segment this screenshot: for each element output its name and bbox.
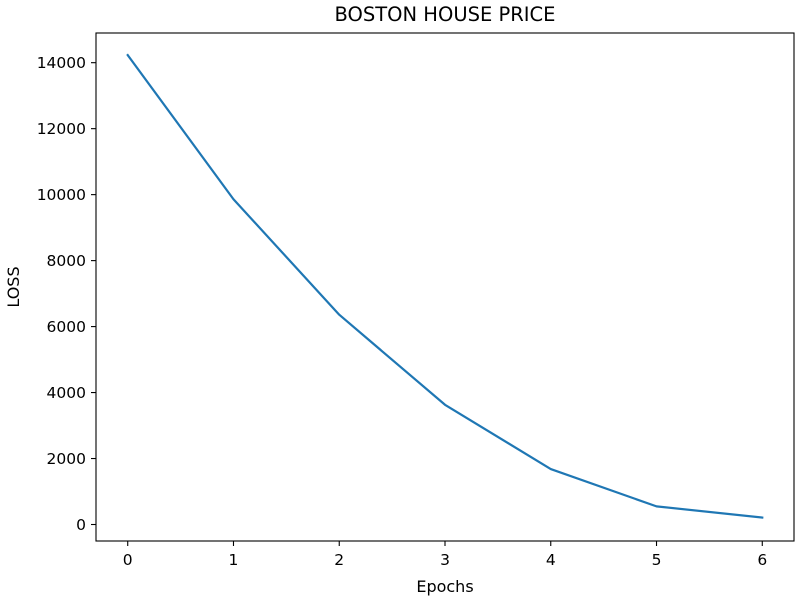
- series-line: [126, 53, 764, 519]
- x-tick-label: 4: [546, 551, 556, 569]
- y-axis-label: LOSS: [4, 266, 23, 307]
- x-tick-label: 3: [440, 551, 450, 569]
- y-tick-label: 10000: [37, 186, 86, 204]
- y-tick-label: 14000: [37, 54, 86, 72]
- x-tick-label: 5: [652, 551, 662, 569]
- y-tick-label: 6000: [47, 318, 86, 336]
- x-tick-label: 2: [334, 551, 344, 569]
- x-axis-ticks: 0 1 2 3 4 5 6: [123, 541, 767, 569]
- y-tick-label: 12000: [37, 120, 86, 138]
- y-axis-ticks: 0 2000 4000 6000 8000 10000 12000 14000: [37, 54, 96, 534]
- x-axis-label: Epochs: [416, 577, 473, 596]
- chart-title: BOSTON HOUSE PRICE: [335, 3, 556, 26]
- y-tick-label: 0: [76, 516, 86, 534]
- y-tick-label: 2000: [47, 450, 86, 468]
- x-tick-label: 1: [229, 551, 239, 569]
- series-layer: [126, 53, 764, 519]
- x-tick-label: 0: [123, 551, 133, 569]
- plot-area-frame: [95, 32, 795, 542]
- x-tick-label: 6: [757, 551, 767, 569]
- y-tick-label: 4000: [47, 384, 86, 402]
- y-tick-label: 8000: [47, 252, 86, 270]
